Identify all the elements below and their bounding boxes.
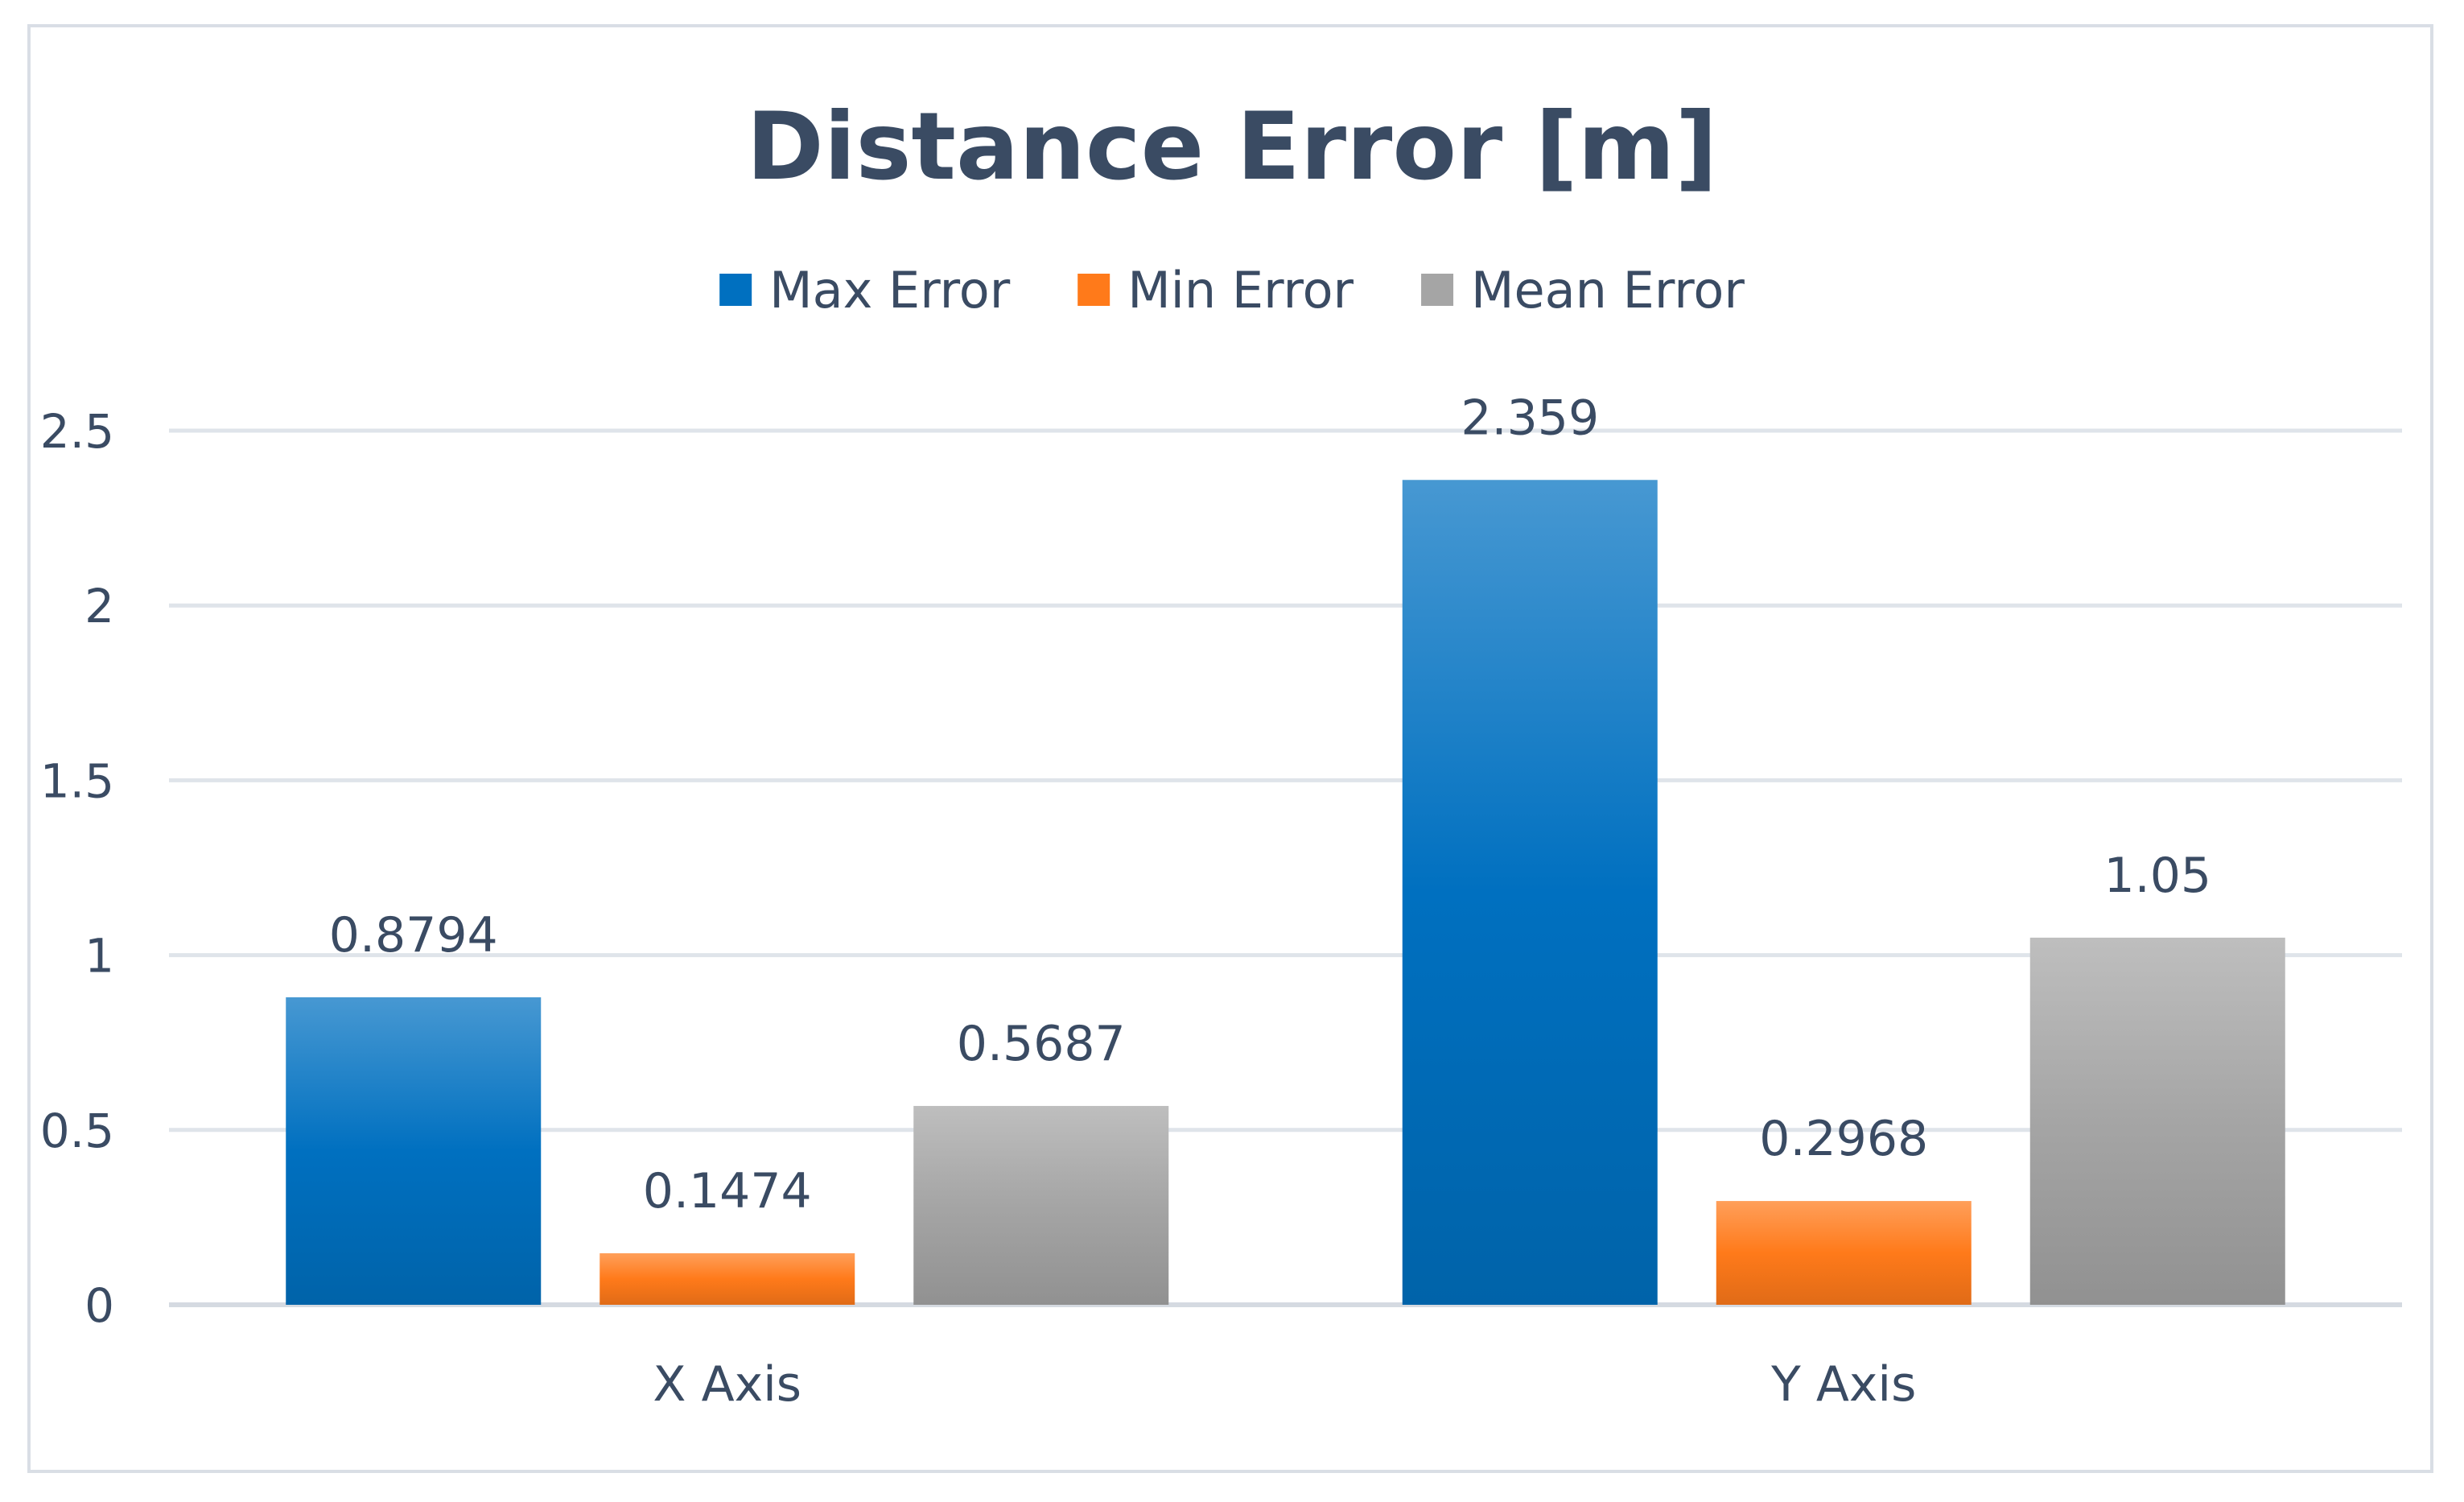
bar-mean-error-1 [913, 1105, 1169, 1305]
x-category-label: X Axis [653, 1356, 801, 1413]
bar-min-error-1 [600, 1252, 855, 1305]
x-category-label: Y Axis [1770, 1356, 1916, 1413]
y-tick-label: 2.5 [40, 404, 114, 459]
data-label: 0.1474 [643, 1163, 812, 1219]
legend-label: Max Error [769, 261, 1011, 320]
y-tick-label: 0 [84, 1278, 114, 1333]
y-tick-label: 2 [84, 579, 114, 633]
bars [286, 480, 2285, 1305]
data-label: 0.8794 [329, 907, 498, 964]
x-axis-categories: X Axis Y Axis [653, 1356, 1916, 1413]
legend-swatch [719, 274, 752, 306]
data-labels: 0.8794 0.1474 0.5687 2.359 0.2968 1.05 [329, 390, 2211, 1219]
legend: Max Error Min Error Mean Error [719, 261, 1745, 320]
legend-item: Min Error [1077, 261, 1354, 320]
y-axis-ticks: 0 0.5 1 1.5 2 2.5 [40, 404, 114, 1333]
legend-item: Mean Error [1421, 261, 1745, 320]
legend-swatch [1421, 274, 1454, 306]
y-tick-label: 0.5 [40, 1104, 114, 1158]
y-tick-label: 1.5 [40, 753, 114, 808]
bar-max-error-2 [1402, 480, 1658, 1305]
data-label: 2.359 [1461, 390, 1599, 446]
legend-label: Min Error [1127, 261, 1354, 320]
legend-item: Max Error [719, 261, 1011, 320]
chart-title: Distance Error [m] [746, 93, 1717, 201]
bar-min-error-2 [1716, 1201, 1972, 1305]
y-tick-label: 1 [84, 929, 114, 984]
legend-swatch [1077, 274, 1110, 306]
data-label: 0.2968 [1759, 1111, 1928, 1167]
data-label: 0.5687 [957, 1016, 1126, 1072]
y-gridlines [169, 428, 2402, 1307]
data-label: 1.05 [2103, 848, 2211, 904]
bar-mean-error-2 [2029, 937, 2285, 1305]
bar-max-error-1 [286, 997, 542, 1305]
legend-label: Mean Error [1471, 261, 1745, 320]
